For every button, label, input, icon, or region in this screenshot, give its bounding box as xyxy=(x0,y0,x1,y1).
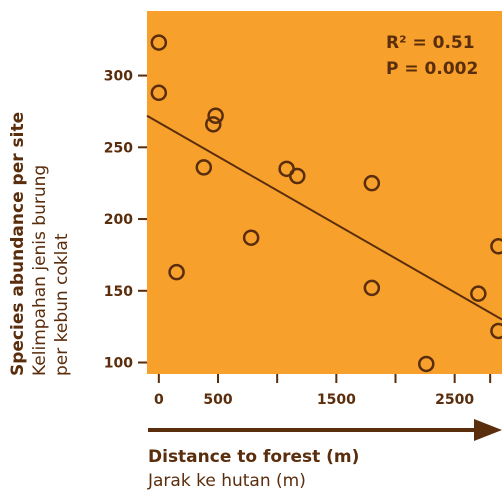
y-tick-label: 250 xyxy=(104,140,133,156)
data-point xyxy=(195,159,213,176)
x-tick-label: 2500 xyxy=(435,392,474,408)
y-tick-label: 100 xyxy=(104,356,133,372)
data-point xyxy=(363,279,381,297)
x-axis-title-local: Jarak ke hutan (m) xyxy=(148,471,306,491)
x-tick-label: 0 xyxy=(154,392,164,408)
y-tick-label: 300 xyxy=(104,69,133,85)
p-value-label: P = 0.002 xyxy=(386,59,478,79)
plot-area xyxy=(147,11,502,374)
axis-ticks: 100 150 200 250 300 0 500 1500 2500 xyxy=(104,69,492,408)
data-point xyxy=(490,322,502,340)
data-points xyxy=(150,34,502,373)
x-axis-title: Distance to forest (m) xyxy=(148,447,360,467)
data-point xyxy=(150,84,168,102)
data-point xyxy=(242,229,260,246)
trend-line xyxy=(146,114,502,321)
x-tick-label: 500 xyxy=(203,392,232,408)
x-direction-arrow xyxy=(148,419,502,441)
data-point xyxy=(289,167,306,185)
data-point xyxy=(168,263,185,281)
data-point xyxy=(363,174,381,192)
r-squared-label: R² = 0.51 xyxy=(386,33,475,53)
y-axis-title-local-line2: per kebun coklat xyxy=(52,233,72,376)
data-point xyxy=(150,34,168,51)
y-tick-label: 150 xyxy=(104,284,133,300)
data-point xyxy=(205,116,222,133)
data-point xyxy=(490,238,502,255)
data-point xyxy=(207,107,224,124)
y-axis-title: Species abundance per site xyxy=(8,111,28,376)
data-point xyxy=(470,285,487,302)
data-point xyxy=(418,355,435,373)
y-tick-label: 200 xyxy=(104,212,133,228)
x-tick-label: 1500 xyxy=(317,392,356,408)
y-axis-title-local-line1: Kelimpahan jenis burung xyxy=(30,164,50,376)
arrow-head xyxy=(474,419,502,441)
